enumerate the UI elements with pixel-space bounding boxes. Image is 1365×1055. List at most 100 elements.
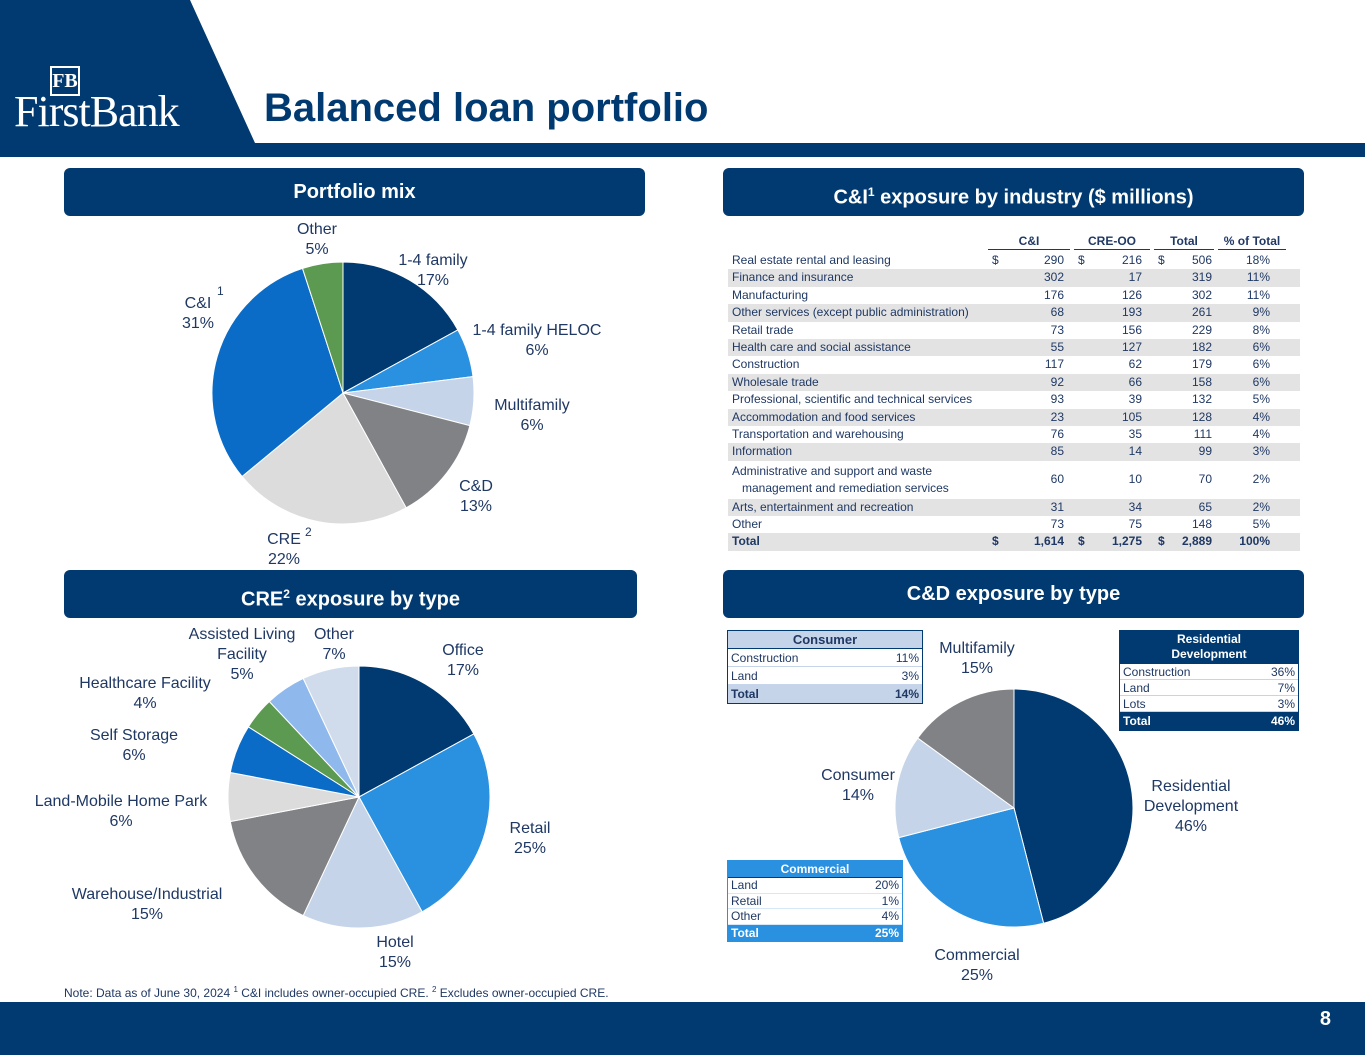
col-cre-oo: CRE-OO	[1074, 234, 1150, 250]
cre-exposure-pie-chart: Office 17% Retail 25% Hotel 15% Warehous…	[35, 626, 551, 971]
row-label: Land	[1123, 681, 1150, 695]
row-value: 11%	[895, 651, 919, 665]
table-row: Professional, scientific and technical s…	[728, 391, 1300, 408]
total-value: 2,889	[1181, 534, 1212, 549]
pct-value: 9%	[1252, 305, 1270, 320]
cre-oo-value: 126	[1121, 287, 1142, 302]
industry-name: Retail trade	[732, 322, 794, 337]
pie-slice-consumer	[894, 737, 1016, 839]
residential-development-table: Residential Development Construction 36% L…	[1119, 630, 1299, 731]
pct-value: 11%	[1246, 270, 1270, 285]
table-row: Other services (except public administra…	[728, 304, 1300, 322]
industry-name: Total	[732, 534, 760, 549]
table-header: C&I CRE-OO Total % of Total	[728, 230, 1300, 252]
label-cd-multifamily: Multifamily	[939, 640, 1015, 657]
dollar-sign: $	[1158, 253, 1165, 267]
industry-name: Construction	[732, 357, 800, 372]
total-value: 148	[1191, 517, 1212, 532]
title-line1: Residential	[1176, 632, 1242, 646]
footnote: Note: Data as of June 30, 2024 1 C&I inc…	[64, 985, 609, 1000]
row-value: 3%	[1277, 697, 1295, 711]
label-heloc: 1-4 family HELOC	[473, 322, 602, 339]
firstbank-logo: FB FirstBank	[14, 62, 214, 142]
label-ci: C&I	[185, 295, 212, 312]
pie-slice-c-d	[342, 392, 471, 509]
row-label: Construction	[731, 651, 799, 665]
ci-value: 31	[1050, 499, 1064, 514]
row-label: Total	[731, 687, 759, 701]
table-row: Land 20%	[728, 878, 902, 894]
cre-oo-value: 14	[1128, 444, 1142, 459]
industry-name: Other	[732, 517, 763, 532]
page-title: Balanced loan portfolio	[264, 86, 709, 130]
pct-value: 4%	[1252, 426, 1270, 441]
label-cre: CRE	[267, 531, 301, 548]
label-cre-other: Other	[314, 626, 355, 643]
row-label: Construction	[1123, 665, 1191, 679]
table-row: Administrative and support and waste mana…	[728, 461, 1300, 499]
pie-slice-office	[358, 665, 475, 798]
row-label: Lots	[1123, 697, 1146, 711]
pie-slice-retail	[358, 733, 491, 913]
label-hotel: Hotel	[376, 934, 413, 951]
label-self-storage: Self Storage	[90, 727, 178, 744]
ci-table-body: Real estate rental and leasing $ $ $290 216 5…	[728, 252, 1300, 551]
table-total-row: Total 14%	[728, 685, 922, 703]
pct-cd: 13%	[460, 498, 492, 515]
cre-oo-value: 105	[1121, 409, 1142, 424]
ci-value: 73	[1050, 322, 1064, 337]
total-value: 302	[1191, 287, 1212, 302]
pct-assisted-living: 5%	[230, 666, 253, 683]
pie-slice-other	[301, 261, 344, 394]
table-row: Transportation and warehousing 76 35 111 4%	[728, 426, 1300, 443]
cre-oo-value: 1,275	[1111, 534, 1142, 549]
panel-title: Portfolio mix	[293, 181, 416, 203]
table-row: Lots 3%	[1120, 696, 1298, 712]
row-label: Land	[731, 878, 758, 892]
panel-header-ci-exposure: C&I1 exposure by industry ($ millions)	[723, 168, 1304, 216]
commercial-table: Commercial Land 20% Retail 1% Other 4% Tota…	[727, 860, 903, 942]
pie-slice-hotel	[302, 795, 423, 929]
row-value: 1%	[881, 893, 899, 908]
industry-name: Real estate rental and leasing	[732, 253, 891, 267]
ci-value: 55	[1050, 339, 1064, 354]
ci-value: 85	[1050, 444, 1064, 459]
panel-title-b: exposure by type	[289, 588, 460, 611]
dollar-sign: $	[1158, 534, 1165, 549]
consumer-table-title: Consumer	[728, 631, 922, 649]
commercial-table-title: Commercial	[728, 861, 902, 878]
panel-header-portfolio-mix: Portfolio mix	[64, 168, 645, 216]
row-value: 4%	[881, 909, 899, 923]
cre-oo-value: 75	[1128, 517, 1142, 532]
ci-value: 93	[1050, 392, 1064, 407]
industry-line-2: management and remediation services	[742, 480, 949, 495]
pct-consumer: 14%	[842, 787, 874, 804]
sup-cre: 2	[305, 525, 312, 539]
pct-warehouse: 15%	[131, 906, 163, 923]
pie-slice-other	[302, 665, 360, 798]
label-1-4-family: 1-4 family	[398, 252, 467, 269]
industry-name: Accommodation and food services	[732, 409, 916, 424]
total-value: 229	[1191, 322, 1212, 337]
cre-oo-value: 216	[1121, 253, 1142, 267]
table-total-row: Total 46%	[1120, 712, 1298, 730]
total-value: 179	[1191, 357, 1212, 372]
label-consumer: Consumer	[821, 767, 895, 784]
panel-header-cd-exposure: C&D exposure by type	[723, 570, 1304, 618]
pct-value: 100%	[1239, 534, 1270, 549]
pct-value: 6%	[1252, 339, 1270, 354]
label-land-mobile: Land-Mobile Home Park	[35, 793, 209, 810]
table-row: Land 7%	[1120, 680, 1298, 696]
row-label: Land	[731, 669, 758, 683]
ci-value: 68	[1050, 305, 1064, 320]
sup-ci: 1	[217, 284, 224, 298]
pct-commercial: 25%	[961, 967, 993, 984]
industry-name: Arts, entertainment and recreation	[732, 499, 914, 514]
total-value: 65	[1198, 499, 1212, 514]
ci-value: 302	[1043, 270, 1064, 285]
total-value: 182	[1191, 339, 1212, 354]
ci-value: 23	[1050, 409, 1064, 424]
table-row: Other 4%	[728, 909, 902, 925]
page-number: 8	[1319, 1008, 1331, 1030]
cre-oo-value: 10	[1128, 471, 1142, 486]
